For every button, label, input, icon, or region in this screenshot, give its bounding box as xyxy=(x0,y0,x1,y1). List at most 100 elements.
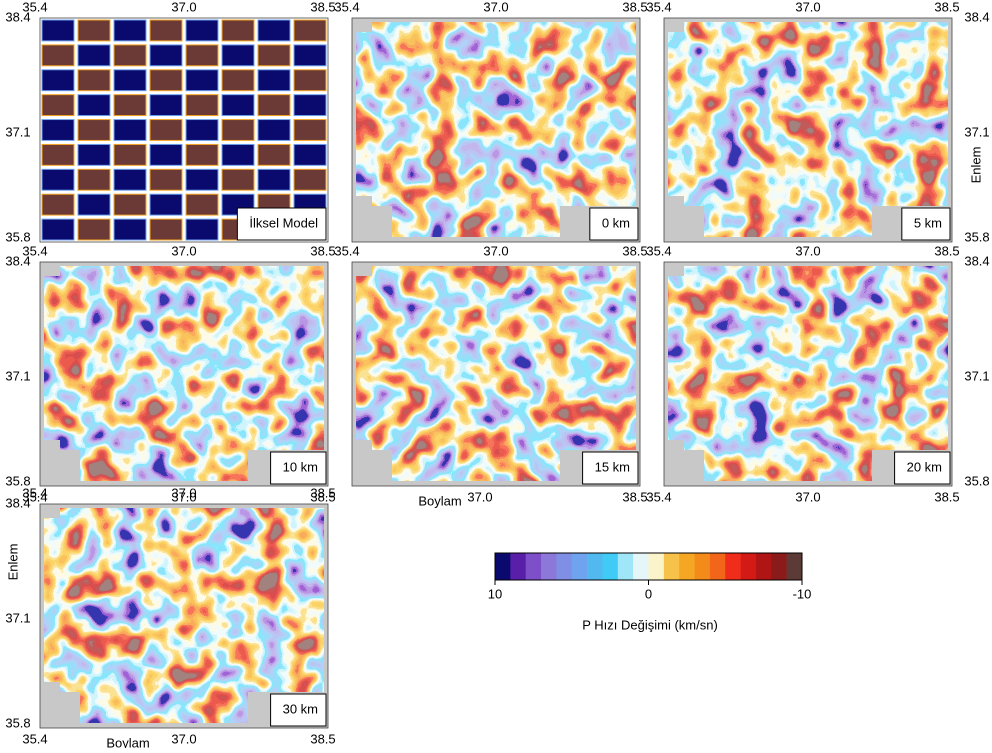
colorbar-swatch xyxy=(755,553,772,580)
map-panel: 10 km xyxy=(39,261,329,487)
checker-cell xyxy=(221,94,255,117)
panel-label-box xyxy=(270,451,327,485)
colorbar-swatch xyxy=(587,553,603,580)
checker-cell xyxy=(113,69,147,92)
velocity-field xyxy=(44,508,324,723)
x-tick-label: 38.5 xyxy=(310,243,335,258)
y-tick-label: 37.1 xyxy=(5,124,30,139)
x-tick-label: 37.0 xyxy=(795,489,820,504)
checker-cell xyxy=(185,218,219,241)
checker-cell xyxy=(113,218,147,241)
colorbar-swatch xyxy=(709,553,726,580)
panel-label: 30 km xyxy=(283,701,318,716)
colorbar-tick-label: -10 xyxy=(793,586,812,601)
map-frame xyxy=(663,17,953,243)
colorbar-swatch xyxy=(510,553,526,580)
panel-label: 0 km xyxy=(602,215,630,230)
checker-cell xyxy=(149,193,183,216)
x-axis-label: Boylam xyxy=(418,493,461,508)
checker-cell xyxy=(185,119,219,141)
y-tick-label: 38.4 xyxy=(964,9,989,24)
checker-cell xyxy=(293,69,327,92)
checker-cell xyxy=(113,19,147,42)
panel-label-box xyxy=(582,451,639,485)
y-tick-label: 37.1 xyxy=(5,368,30,383)
checker-cell xyxy=(113,168,147,191)
x-tick-label: 37.0 xyxy=(795,243,820,258)
checker-cell xyxy=(185,94,219,117)
panel-label-box xyxy=(894,451,951,485)
y-tick-label: 37.1 xyxy=(964,368,989,383)
checker-cell xyxy=(149,168,183,191)
panel-label-box xyxy=(901,207,951,241)
x-tick-label: 37.0 xyxy=(795,0,820,14)
map-panel: 30 km xyxy=(39,503,329,729)
checker-cell xyxy=(293,119,327,141)
panel-label-box xyxy=(589,207,639,241)
checker-cell xyxy=(77,119,111,141)
colorbar-swatch xyxy=(648,553,665,580)
checker-cell xyxy=(257,19,291,42)
map-panel: 0 km xyxy=(351,17,641,243)
checker-cell xyxy=(77,168,111,191)
checker-cell xyxy=(257,168,291,191)
colorbar-swatch xyxy=(771,553,787,580)
colorbar-swatch xyxy=(617,553,634,580)
map-frame xyxy=(351,17,641,243)
x-tick-label: 35.4 xyxy=(22,731,47,746)
checker-cell xyxy=(77,218,111,241)
velocity-field xyxy=(356,266,636,481)
colorbar-label: P Hızı Değişimi (km/sn) xyxy=(582,617,718,632)
x-tick-label: 37.0 xyxy=(171,243,196,258)
x-tick-label: 38.5 xyxy=(310,731,335,746)
checker-cell xyxy=(293,143,327,166)
x-tick-label: 37.0 xyxy=(483,0,508,14)
checker-cell xyxy=(41,69,75,92)
x-tick-label: 35.4 xyxy=(22,489,47,504)
x-tick-label: 38.5 xyxy=(622,243,647,258)
checker-cell xyxy=(113,44,147,67)
x-tick-label: 35.4 xyxy=(646,0,671,14)
checker-cell xyxy=(113,143,147,166)
y-tick-label: 37.1 xyxy=(5,610,30,625)
checker-cell xyxy=(221,143,255,166)
panel-label: 5 km xyxy=(914,215,942,230)
checker-cell xyxy=(221,119,255,141)
velocity-field xyxy=(668,22,948,237)
x-tick-label: 35.4 xyxy=(646,243,671,258)
checker-cell xyxy=(113,193,147,216)
checker-cell xyxy=(77,143,111,166)
checker-cell xyxy=(149,143,183,166)
panel-label-box xyxy=(270,693,327,727)
checker-cell xyxy=(185,193,219,216)
velocity-field xyxy=(44,266,324,481)
checker-cell xyxy=(257,94,291,117)
x-tick-label: 37.0 xyxy=(171,485,196,500)
colorbar-tick-label: 10 xyxy=(488,586,502,601)
checker-cell xyxy=(149,69,183,92)
map-panel: 20 km xyxy=(663,261,953,487)
checker-cell xyxy=(41,218,75,241)
checker-cell xyxy=(149,19,183,42)
y-tick-label: 35.8 xyxy=(964,473,989,488)
checker-cell xyxy=(221,69,255,92)
colorbar-swatch xyxy=(679,553,695,580)
checker-cell xyxy=(293,19,327,42)
checker-cell xyxy=(77,94,111,117)
checker-cell xyxy=(41,193,75,216)
checker-cell xyxy=(149,44,183,67)
x-tick-label: 35.4 xyxy=(22,485,47,500)
colorbar-swatch xyxy=(663,553,680,580)
checker-cell xyxy=(221,168,255,191)
map-panel: 15 km xyxy=(351,261,641,487)
y-axis-label: Enlem xyxy=(5,544,20,581)
panel-label: 20 km xyxy=(907,459,942,474)
x-tick-label: 38.5 xyxy=(934,0,959,14)
panel-label: 10 km xyxy=(283,459,318,474)
y-tick-label: 38.4 xyxy=(964,253,989,268)
panel-label-box xyxy=(236,207,327,241)
checker-cell xyxy=(257,143,291,166)
checker-cell xyxy=(185,19,219,42)
map-panel: İlksel Model xyxy=(39,17,329,243)
